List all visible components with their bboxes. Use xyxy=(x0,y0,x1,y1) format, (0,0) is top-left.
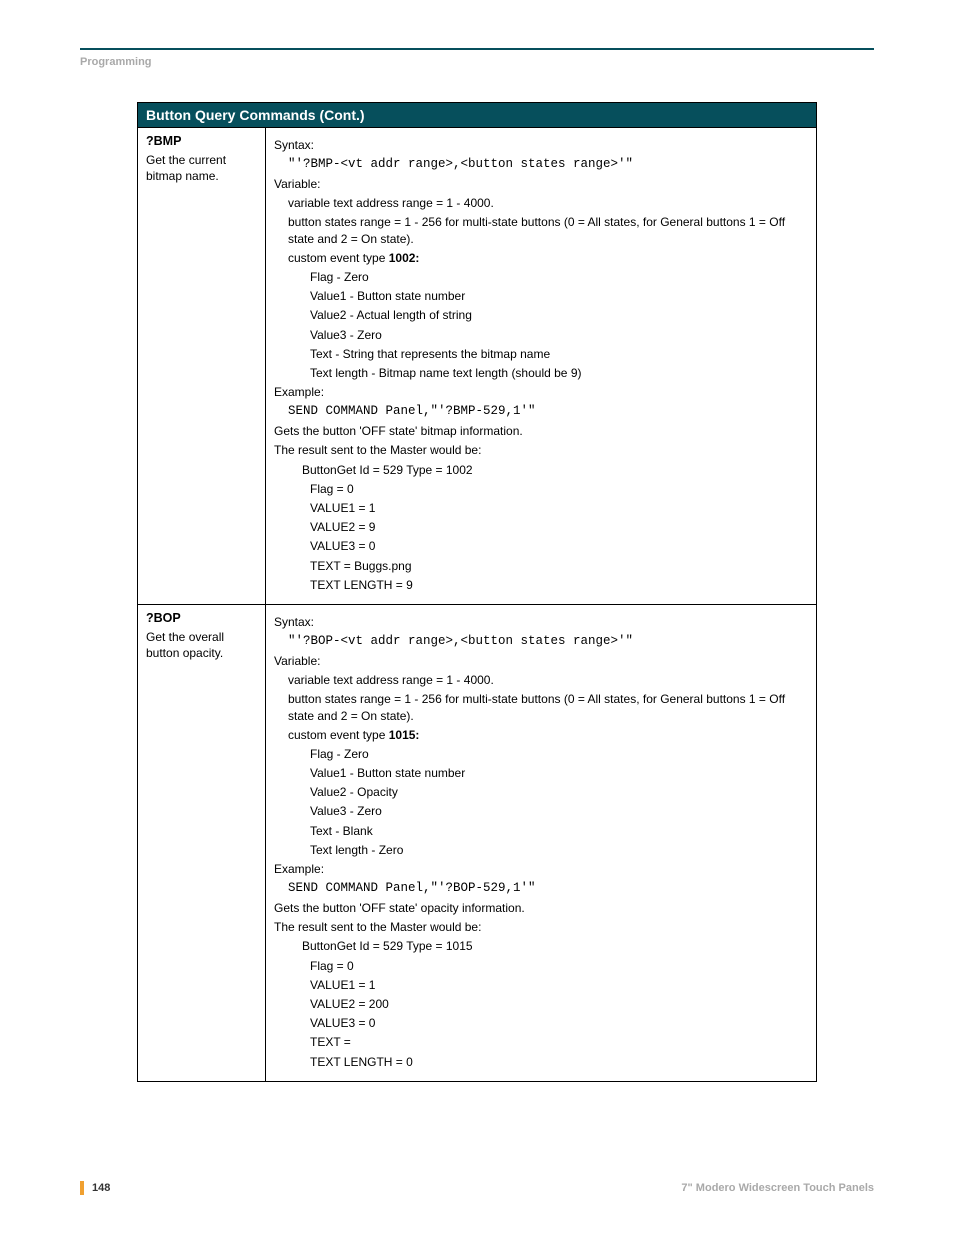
cmd-body: Syntax: "'?BOP-<vt addr range>,<button s… xyxy=(266,604,817,1081)
event-field: Value2 - Opacity xyxy=(310,784,808,800)
var-line: variable text address range = 1 - 4000. xyxy=(288,195,808,211)
event-field: Flag - Zero xyxy=(310,746,808,762)
result-line: VALUE2 = 9 xyxy=(310,519,808,535)
result-line: ButtonGet Id = 529 Type = 1015 xyxy=(302,938,808,954)
result-line: VALUE1 = 1 xyxy=(310,500,808,516)
cmd-name: ?BOP xyxy=(146,611,257,625)
command-table: Button Query Commands (Cont.) ?BMP Get t… xyxy=(137,102,817,1082)
table-row: ?BOP Get the overall button opacity. Syn… xyxy=(138,604,817,1081)
result-label: The result sent to the Master would be: xyxy=(274,442,808,458)
footer-title: 7" Modero Widescreen Touch Panels xyxy=(681,1182,874,1194)
result-line: ButtonGet Id = 529 Type = 1002 xyxy=(302,462,808,478)
cmd-body: Syntax: "'?BMP-<vt addr range>,<button s… xyxy=(266,128,817,605)
cet-num: 1002: xyxy=(389,251,420,265)
result-line: Flag = 0 xyxy=(310,481,808,497)
example-code: SEND COMMAND Panel,"'?BMP-529,1'" xyxy=(288,403,808,420)
result-line: TEXT = xyxy=(310,1034,808,1050)
syntax-label: Syntax: xyxy=(274,137,808,153)
event-field: Value2 - Actual length of string xyxy=(310,307,808,323)
cmd-cell: ?BMP Get the current bitmap name. xyxy=(138,128,266,605)
cmd-desc: Get the overall button opacity. xyxy=(146,629,257,661)
cet-num: 1015: xyxy=(389,728,420,742)
section-header: Programming xyxy=(80,56,874,68)
result-line: VALUE3 = 0 xyxy=(310,538,808,554)
cmd-name: ?BMP xyxy=(146,134,257,148)
variable-label: Variable: xyxy=(274,653,808,669)
var-line: variable text address range = 1 - 4000. xyxy=(288,672,808,688)
event-field: Flag - Zero xyxy=(310,269,808,285)
event-field: Text length - Zero xyxy=(310,842,808,858)
event-field: Text - Blank xyxy=(310,823,808,839)
var-line: button states range = 1 - 256 for multi-… xyxy=(288,214,808,246)
variable-label: Variable: xyxy=(274,176,808,192)
cet-line: custom event type 1002: xyxy=(288,250,808,266)
event-field: Value1 - Button state number xyxy=(310,765,808,781)
result-line: Flag = 0 xyxy=(310,958,808,974)
top-rule xyxy=(80,48,874,50)
cmd-cell: ?BOP Get the overall button opacity. xyxy=(138,604,266,1081)
event-field: Value3 - Zero xyxy=(310,327,808,343)
footer: 148 7" Modero Widescreen Touch Panels xyxy=(80,1181,874,1195)
result-line: TEXT LENGTH = 0 xyxy=(310,1054,808,1070)
table-row: ?BMP Get the current bitmap name. Syntax… xyxy=(138,128,817,605)
cet-line: custom event type 1015: xyxy=(288,727,808,743)
result-line: TEXT = Buggs.png xyxy=(310,558,808,574)
gets-line: Gets the button 'OFF state' opacity info… xyxy=(274,900,808,916)
page-number: 148 xyxy=(92,1182,110,1194)
page: Programming Button Query Commands (Cont.… xyxy=(0,0,954,1235)
var-line: button states range = 1 - 256 for multi-… xyxy=(288,691,808,723)
table-title: Button Query Commands (Cont.) xyxy=(138,103,817,128)
example-label: Example: xyxy=(274,861,808,877)
result-line: TEXT LENGTH = 9 xyxy=(310,577,808,593)
cet-prefix: custom event type xyxy=(288,251,389,265)
cmd-desc: Get the current bitmap name. xyxy=(146,152,257,184)
event-field: Value3 - Zero xyxy=(310,803,808,819)
result-label: The result sent to the Master would be: xyxy=(274,919,808,935)
syntax-code: "'?BOP-<vt addr range>,<button states ra… xyxy=(288,633,808,650)
event-field: Text - String that represents the bitmap… xyxy=(310,346,808,362)
event-field: Text length - Bitmap name text length (s… xyxy=(310,365,808,381)
syntax-label: Syntax: xyxy=(274,614,808,630)
cet-prefix: custom event type xyxy=(288,728,389,742)
result-line: VALUE2 = 200 xyxy=(310,996,808,1012)
syntax-code: "'?BMP-<vt addr range>,<button states ra… xyxy=(288,156,808,173)
example-code: SEND COMMAND Panel,"'?BOP-529,1'" xyxy=(288,880,808,897)
example-label: Example: xyxy=(274,384,808,400)
gets-line: Gets the button 'OFF state' bitmap infor… xyxy=(274,423,808,439)
result-line: VALUE3 = 0 xyxy=(310,1015,808,1031)
event-field: Value1 - Button state number xyxy=(310,288,808,304)
footer-bar: 148 7" Modero Widescreen Touch Panels xyxy=(80,1181,874,1195)
result-line: VALUE1 = 1 xyxy=(310,977,808,993)
